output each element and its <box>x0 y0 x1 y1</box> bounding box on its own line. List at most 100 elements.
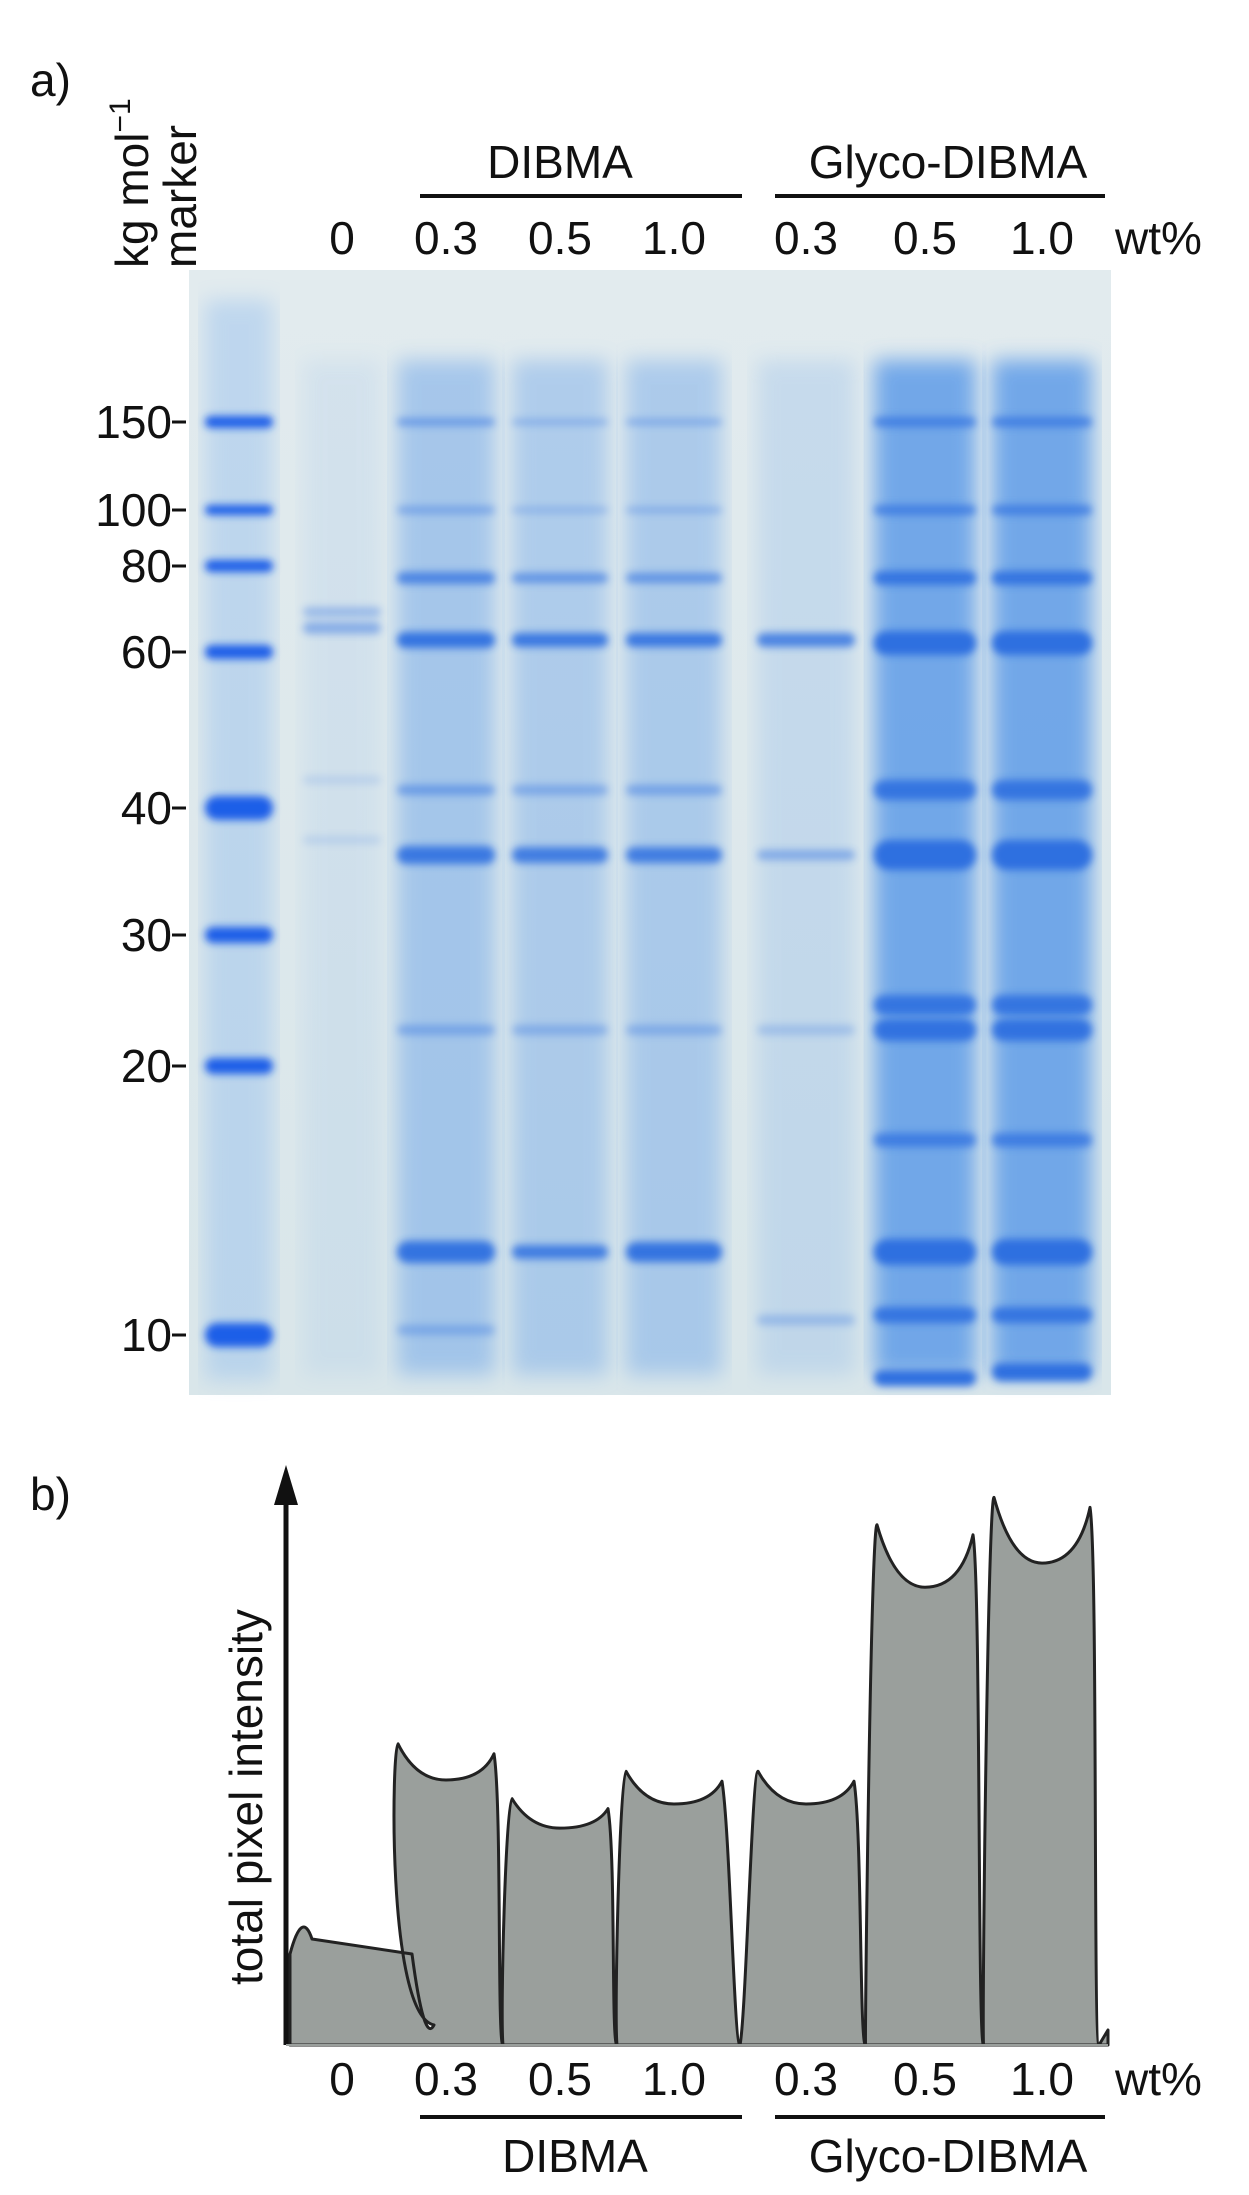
gel-band <box>512 633 608 647</box>
lane-label: 0 <box>329 2053 355 2105</box>
intensity-axis-label: total pixel intensity <box>220 1609 272 1985</box>
lane-label: 0.5 <box>893 212 957 264</box>
gel-band <box>626 507 722 513</box>
lane-label: 0.3 <box>414 2053 478 2105</box>
intensity-profile-area <box>288 1495 1110 2047</box>
lane-label: 0.3 <box>774 212 838 264</box>
unit-label-top: wt% <box>1114 212 1202 264</box>
gel-band <box>874 1370 976 1386</box>
gel-band <box>397 506 495 514</box>
marker-band <box>205 505 273 515</box>
gel-band <box>874 780 976 800</box>
gel-band <box>397 785 495 795</box>
gel-band <box>512 507 608 513</box>
gel-band <box>874 1133 976 1147</box>
gel-band <box>626 785 722 795</box>
panel-a-label: a) <box>30 54 71 106</box>
gel-band <box>397 846 495 864</box>
mw-tick-label: 10 <box>121 1309 172 1361</box>
gel-band <box>874 840 976 870</box>
sample-lane-smear <box>397 360 495 1375</box>
gel-band <box>992 631 1092 655</box>
gel-band <box>303 622 381 634</box>
gel-band <box>397 1025 495 1035</box>
lane-label: 0 <box>329 212 355 264</box>
gel-band <box>397 1241 495 1263</box>
marker-band <box>205 927 273 943</box>
gel-band <box>992 1019 1092 1041</box>
sample-lane-smear <box>303 360 381 1375</box>
gel-band <box>992 571 1092 585</box>
intensity-profile <box>286 1495 1110 2047</box>
gel-band <box>512 419 608 425</box>
gel-band <box>303 607 381 617</box>
gel-band <box>303 776 381 784</box>
gel-band <box>874 995 976 1015</box>
y-axis-unit-label: kg mol−1 <box>104 98 158 268</box>
gel-band <box>992 417 1092 427</box>
gel-band <box>874 505 976 515</box>
gel-band <box>874 417 976 427</box>
gel-band <box>626 1025 722 1035</box>
gel-band <box>512 573 608 583</box>
gel-band <box>874 1019 976 1041</box>
gel-band <box>626 847 722 863</box>
marker-band <box>205 645 273 659</box>
gel-band <box>512 847 608 863</box>
gel-band <box>874 1307 976 1323</box>
panel-b-label: b) <box>30 1468 71 1520</box>
marker-lane-smear <box>205 300 273 1380</box>
group-label-glyco-bottom: Glyco-DIBMA <box>809 2130 1088 2182</box>
mw-tick-label: 40 <box>121 782 172 834</box>
gel-band <box>757 633 855 647</box>
gel-band <box>626 633 722 647</box>
lane-label: 1.0 <box>642 212 706 264</box>
marker-band <box>205 560 273 572</box>
gel-band <box>303 836 381 844</box>
gel-band <box>992 995 1092 1015</box>
lane-label: 1.0 <box>1010 212 1074 264</box>
sample-lane-smear <box>512 360 608 1375</box>
lane-labels-bottom: 0 0.3 0.5 1.0 0.3 0.5 1.0 <box>329 2053 1074 2105</box>
gel-band <box>874 571 976 585</box>
gel-band <box>626 419 722 425</box>
y-axis-unit-exponent: −1 <box>104 98 137 132</box>
marker-label: marker <box>154 125 206 268</box>
mw-tick-label: 60 <box>121 626 172 678</box>
gel-band <box>757 850 855 860</box>
mw-tick-label: 100 <box>95 484 172 536</box>
gel-band <box>397 572 495 584</box>
lane-label: 0.5 <box>528 2053 592 2105</box>
gel-band <box>626 1242 722 1262</box>
lane-label: 0.3 <box>414 212 478 264</box>
marker-band <box>205 796 273 820</box>
lane-label: 1.0 <box>1010 2053 1074 2105</box>
lane-label: 0.5 <box>893 2053 957 2105</box>
group-label-glyco-top: Glyco-DIBMA <box>809 136 1088 188</box>
mw-tick-label: 80 <box>121 540 172 592</box>
gel-band <box>626 573 722 583</box>
mw-tick-label: 150 <box>95 396 172 448</box>
marker-band <box>205 1323 273 1347</box>
sample-lane-smear <box>626 360 722 1375</box>
gel-band <box>992 780 1092 800</box>
gel-band <box>397 632 495 648</box>
gel-band <box>757 1025 855 1035</box>
gel-band <box>512 785 608 795</box>
mw-tick-label: 30 <box>121 909 172 961</box>
gel-band <box>992 1239 1092 1265</box>
gel-band <box>397 418 495 426</box>
lane-label: 0.3 <box>774 2053 838 2105</box>
gel-band <box>512 1245 608 1259</box>
group-label-dibma-top: DIBMA <box>487 136 633 188</box>
unit-label-bottom: wt% <box>1114 2053 1202 2105</box>
gel-lanes <box>205 300 1092 1386</box>
gel-band <box>874 631 976 655</box>
gel-band <box>757 1315 855 1325</box>
gel-band <box>992 1363 1092 1381</box>
group-label-dibma-bottom: DIBMA <box>502 2130 648 2182</box>
marker-band <box>205 416 273 428</box>
gel-band <box>512 1025 608 1035</box>
lane-labels-top: 0 0.3 0.5 1.0 0.3 0.5 1.0 <box>329 212 1074 264</box>
